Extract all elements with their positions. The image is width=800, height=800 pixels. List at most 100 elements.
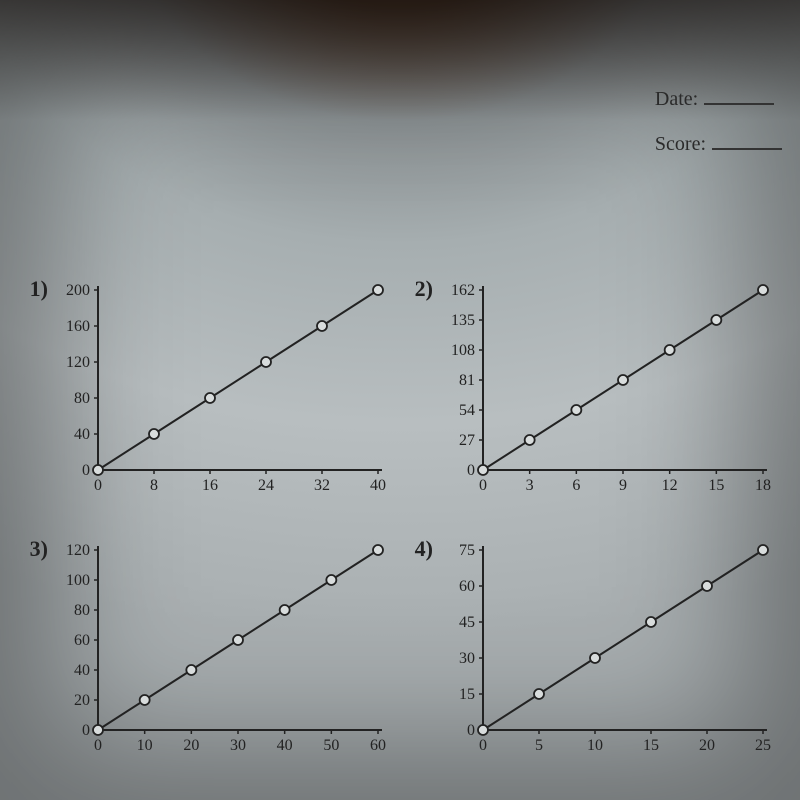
data-marker — [326, 575, 336, 585]
y-tick-label: 100 — [66, 572, 90, 589]
x-tick-label: 3 — [526, 477, 534, 494]
data-marker — [373, 545, 383, 555]
y-tick-label: 0 — [82, 462, 90, 479]
data-marker — [186, 665, 196, 675]
y-tick-label: 45 — [459, 614, 475, 631]
y-tick-label: 60 — [74, 632, 90, 649]
data-marker — [261, 357, 271, 367]
y-tick-label: 40 — [74, 426, 90, 443]
x-tick-label: 0 — [479, 737, 487, 754]
y-tick-label: 162 — [451, 282, 475, 299]
y-tick-label: 108 — [451, 342, 475, 359]
y-tick-label: 27 — [459, 432, 475, 449]
data-marker — [702, 581, 712, 591]
data-marker — [317, 321, 327, 331]
y-tick-label: 120 — [66, 354, 90, 371]
line-chart-2: 0 27 54 81 108 135 162 0 3 6 9 12 15 18 — [433, 280, 773, 500]
x-tick-label: 0 — [94, 737, 102, 754]
chart-block-4: 4)015304560750510152025 — [405, 540, 780, 760]
y-tick-label: 54 — [459, 402, 475, 419]
data-marker — [758, 285, 768, 295]
question-number-1: 1) — [20, 276, 48, 302]
y-tick-label: 80 — [74, 390, 90, 407]
x-tick-label: 25 — [755, 737, 771, 754]
y-tick-label: 0 — [82, 722, 90, 739]
worksheet-header: Date: Score: — [655, 88, 782, 178]
x-tick-label: 15 — [643, 737, 659, 754]
line-chart-4: 0 15 30 45 60 75 0 5 10 15 20 25 — [433, 540, 773, 760]
data-marker — [149, 429, 159, 439]
x-tick-label: 18 — [755, 477, 771, 494]
x-tick-label: 0 — [94, 477, 102, 494]
x-tick-label: 20 — [183, 737, 199, 754]
x-tick-label: 30 — [230, 737, 246, 754]
x-tick-label: 24 — [258, 477, 274, 494]
x-tick-label: 10 — [587, 737, 603, 754]
x-tick-label: 9 — [619, 477, 627, 494]
data-marker — [646, 617, 656, 627]
y-tick-label: 80 — [74, 602, 90, 619]
data-marker — [205, 393, 215, 403]
charts-grid: 1)0408012016020008162432402)027548110813… — [20, 280, 780, 760]
series-line — [483, 550, 763, 730]
y-tick-label: 60 — [459, 578, 475, 595]
data-marker — [534, 689, 544, 699]
date-blank-line — [704, 103, 774, 105]
data-marker — [711, 315, 721, 325]
question-number-4: 4) — [405, 536, 433, 562]
data-marker — [233, 635, 243, 645]
x-tick-label: 16 — [202, 477, 218, 494]
chart-block-3: 3)0204060801001200102030405060 — [20, 540, 395, 760]
data-marker — [93, 725, 103, 735]
data-marker — [525, 435, 535, 445]
x-tick-label: 40 — [370, 477, 386, 494]
x-tick-label: 0 — [479, 477, 487, 494]
score-label: Score: — [655, 133, 706, 156]
score-field-row: Score: — [655, 133, 782, 156]
x-tick-label: 8 — [150, 477, 158, 494]
question-number-2: 2) — [405, 276, 433, 302]
data-marker — [758, 545, 768, 555]
data-marker — [280, 605, 290, 615]
y-tick-label: 15 — [459, 686, 475, 703]
line-chart-3: 0 20 40 60 80 100 120 0 10 20 30 40 50 60 — [48, 540, 388, 760]
x-tick-label: 12 — [662, 477, 678, 494]
y-tick-label: 75 — [459, 542, 475, 559]
y-tick-label: 30 — [459, 650, 475, 667]
x-tick-label: 60 — [370, 737, 386, 754]
data-marker — [373, 285, 383, 295]
date-field-row: Date: — [655, 88, 782, 111]
data-marker — [478, 725, 488, 735]
x-tick-label: 20 — [699, 737, 715, 754]
x-tick-label: 10 — [137, 737, 153, 754]
line-chart-1: 0 40 80 120 160 200 0 8 16 24 32 40 — [48, 280, 388, 500]
y-tick-label: 20 — [74, 692, 90, 709]
data-marker — [93, 465, 103, 475]
score-blank-line — [712, 148, 782, 150]
data-marker — [478, 465, 488, 475]
y-tick-label: 81 — [459, 372, 475, 389]
y-tick-label: 120 — [66, 542, 90, 559]
y-tick-label: 40 — [74, 662, 90, 679]
y-tick-label: 160 — [66, 318, 90, 335]
x-tick-label: 40 — [277, 737, 293, 754]
x-tick-label: 5 — [535, 737, 543, 754]
data-marker — [618, 375, 628, 385]
date-label: Date: — [655, 88, 698, 111]
chart-block-1: 1)040801201602000816243240 — [20, 280, 395, 500]
x-tick-label: 15 — [708, 477, 724, 494]
data-marker — [665, 345, 675, 355]
x-tick-label: 32 — [314, 477, 330, 494]
x-tick-label: 6 — [572, 477, 580, 494]
x-tick-label: 50 — [323, 737, 339, 754]
y-tick-label: 200 — [66, 282, 90, 299]
question-number-3: 3) — [20, 536, 48, 562]
data-marker — [140, 695, 150, 705]
y-tick-label: 0 — [467, 722, 475, 739]
data-marker — [590, 653, 600, 663]
chart-block-2: 2)02754811081351620369121518 — [405, 280, 780, 500]
y-tick-label: 135 — [451, 312, 475, 329]
y-tick-label: 0 — [467, 462, 475, 479]
series-line — [98, 290, 378, 470]
data-marker — [571, 405, 581, 415]
